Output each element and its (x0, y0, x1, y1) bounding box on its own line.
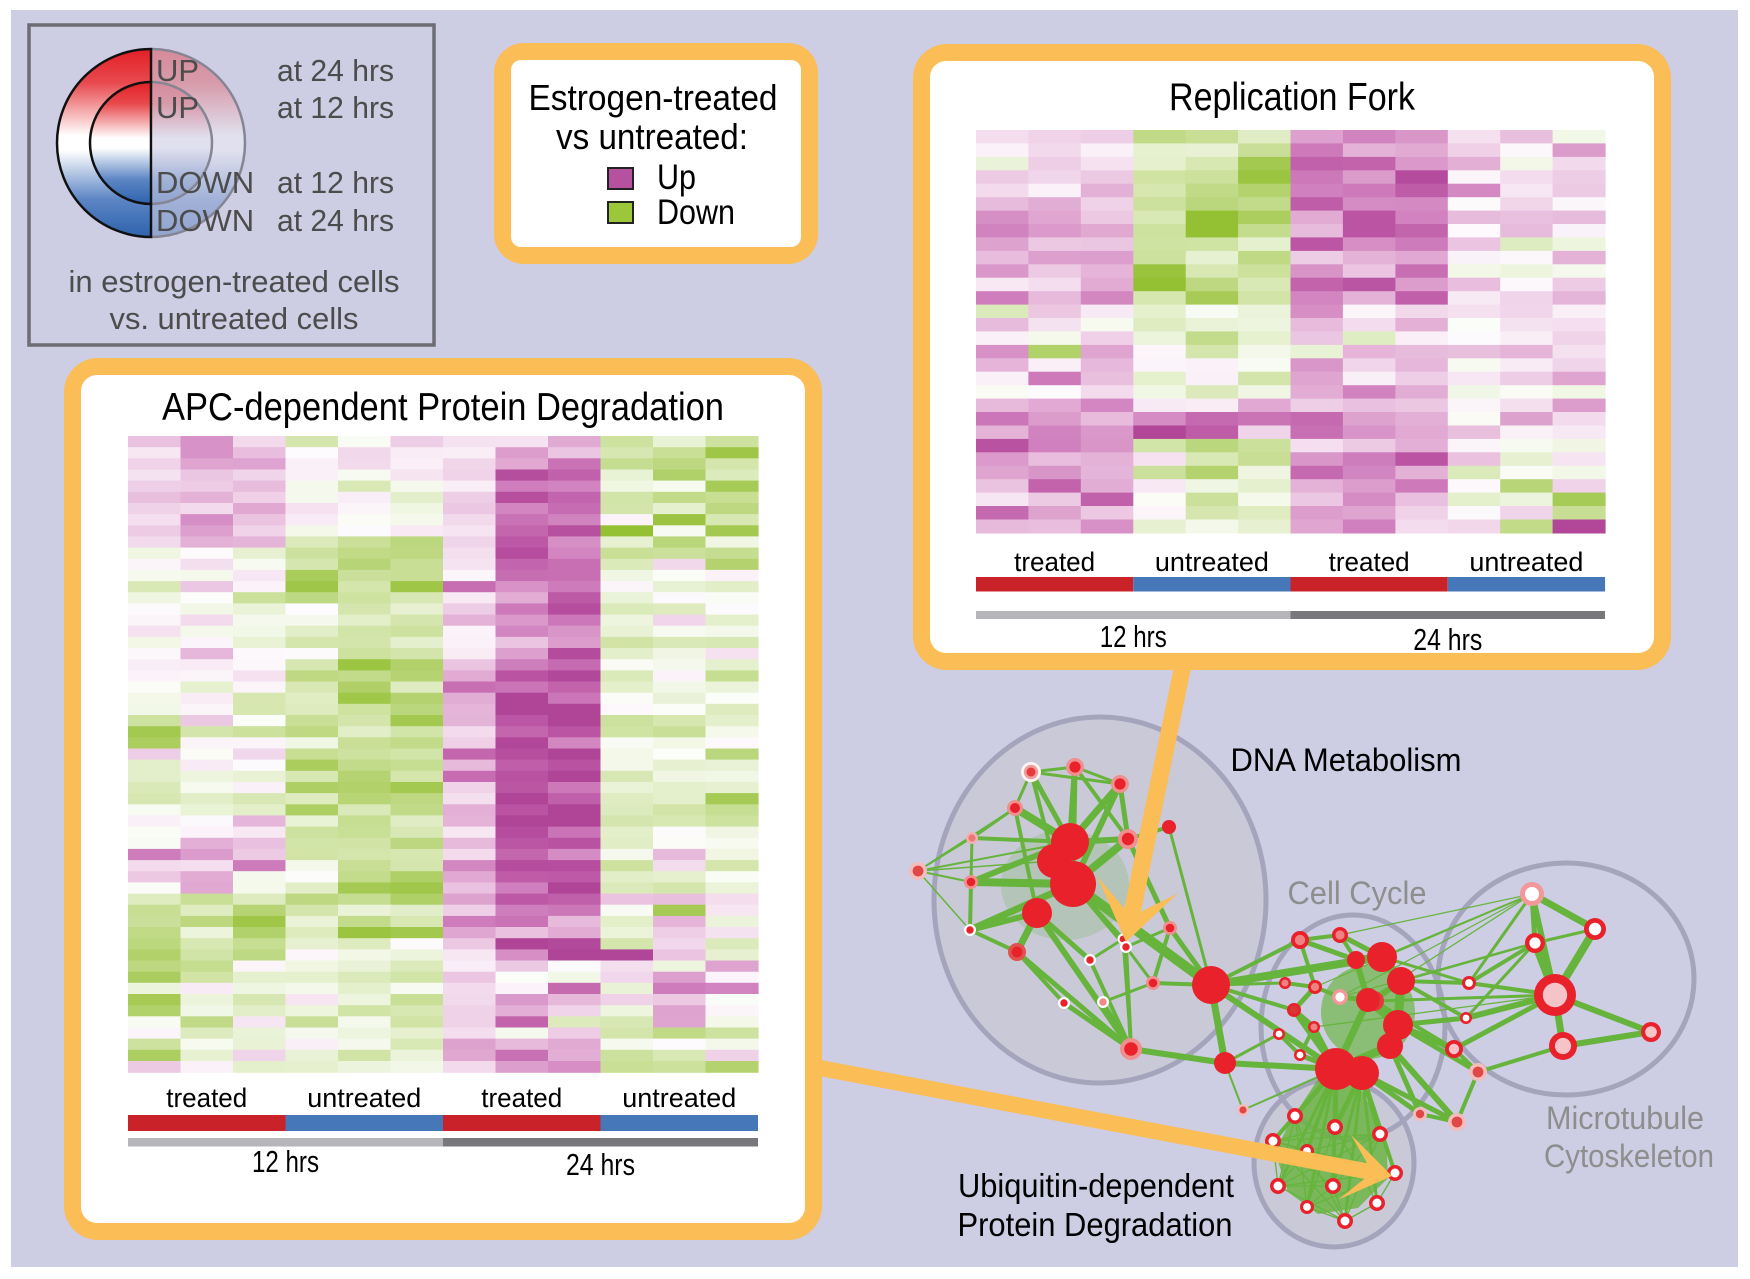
svg-text:untreated: untreated (1469, 547, 1583, 577)
svg-text:24 hrs: 24 hrs (1413, 622, 1482, 657)
svg-text:Replication Fork: Replication Fork (1169, 76, 1415, 119)
svg-text:Ubiquitin-dependent: Ubiquitin-dependent (958, 1167, 1234, 1204)
svg-text:in estrogen-treated cells: in estrogen-treated cells (69, 264, 400, 299)
svg-text:treated: treated (166, 1083, 247, 1113)
svg-text:Microtubule: Microtubule (1546, 1100, 1704, 1136)
svg-text:APC-dependent Protein Degradat: APC-dependent Protein Degradation (162, 386, 724, 429)
svg-text:Cytoskeleton: Cytoskeleton (1544, 1138, 1714, 1174)
svg-text:treated: treated (1014, 547, 1095, 577)
svg-text:treated: treated (481, 1083, 562, 1113)
svg-text:DOWN: DOWN (156, 165, 254, 200)
svg-text:24 hrs: 24 hrs (566, 1147, 635, 1182)
svg-text:treated: treated (1329, 547, 1410, 577)
svg-text:Cell Cycle: Cell Cycle (1288, 875, 1427, 911)
svg-text:at 12 hrs: at 12 hrs (277, 90, 394, 125)
svg-text:DNA Metabolism: DNA Metabolism (1231, 742, 1462, 778)
svg-text:UP: UP (156, 90, 199, 125)
svg-text:at 24 hrs: at 24 hrs (277, 53, 394, 88)
svg-text:untreated: untreated (307, 1083, 421, 1113)
svg-text:untreated: untreated (622, 1083, 736, 1113)
svg-text:untreated: untreated (1155, 547, 1269, 577)
svg-text:Down: Down (657, 193, 735, 232)
svg-text:Protein Degradation: Protein Degradation (958, 1206, 1233, 1243)
svg-text:12 hrs: 12 hrs (252, 1144, 319, 1179)
svg-text:Estrogen-treated: Estrogen-treated (529, 77, 778, 118)
svg-text:UP: UP (156, 53, 199, 88)
svg-text:DOWN: DOWN (156, 203, 254, 238)
svg-text:vs. untreated cells: vs. untreated cells (110, 301, 359, 336)
svg-text:at 24 hrs: at 24 hrs (277, 203, 394, 238)
svg-text:at 12 hrs: at 12 hrs (277, 165, 394, 200)
svg-text:vs untreated:: vs untreated: (556, 116, 748, 157)
svg-text:12 hrs: 12 hrs (1100, 619, 1167, 654)
svg-text:Up: Up (657, 158, 696, 197)
